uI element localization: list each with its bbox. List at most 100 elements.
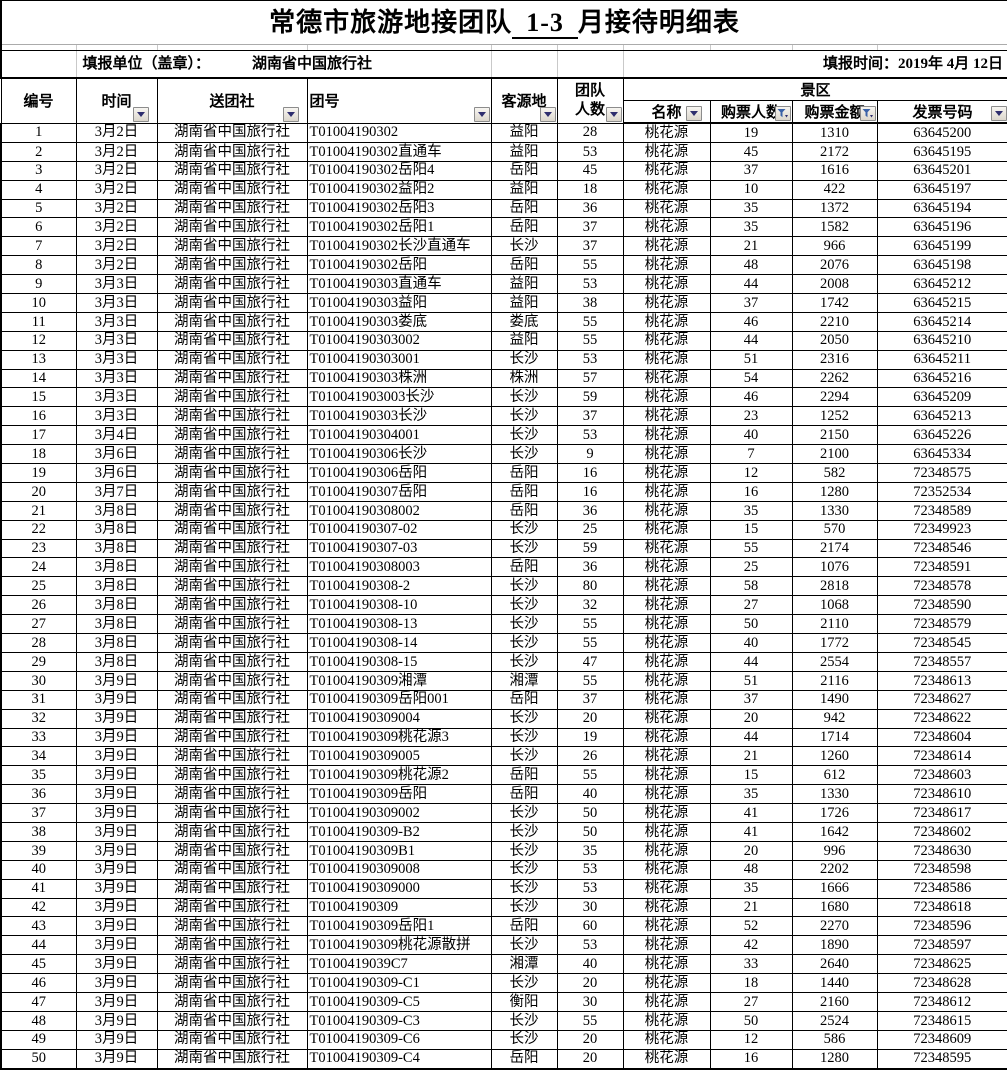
column-header-ticket-count: 购票人数 bbox=[709, 100, 793, 124]
cell-agency: 湖南省中国旅行社 bbox=[156, 991, 308, 1012]
cell-invoice-no: 72348586 bbox=[876, 878, 1007, 899]
cell-source: 长沙 bbox=[490, 878, 558, 899]
cell-scenic-name: 桃花源 bbox=[622, 406, 711, 427]
cell-source: 岳阳 bbox=[490, 557, 558, 578]
filter-dropdown-icon[interactable] bbox=[990, 106, 1007, 121]
cell-ticket-amount: 2172 bbox=[791, 141, 878, 162]
cell-date: 3月9日 bbox=[75, 708, 158, 729]
cell-invoice-no: 72348545 bbox=[876, 633, 1007, 653]
cell-invoice-no: 63645210 bbox=[876, 330, 1007, 351]
cell-row-index: 35 bbox=[0, 765, 77, 786]
cell-date: 3月8日 bbox=[75, 519, 158, 540]
cell-row-index: 38 bbox=[0, 821, 77, 842]
cell-ticket-count: 35 bbox=[709, 784, 793, 805]
cell-source: 娄底 bbox=[490, 311, 558, 332]
cell-source: 长沙 bbox=[490, 973, 558, 993]
cell-date: 3月3日 bbox=[75, 387, 158, 408]
cell-ticket-count: 20 bbox=[709, 840, 793, 861]
table-row: 12 3月3日 湖南省中国旅行社 T01004190303002 益阳 55 桃花源 44 20… bbox=[0, 330, 1007, 351]
table-row: 2 3月2日 湖南省中国旅行社 T01004190302直通车 益阳 53 桃花源 45 217… bbox=[0, 141, 1007, 162]
cell-invoice-no: 72348596 bbox=[876, 916, 1007, 937]
cell-source: 长沙 bbox=[490, 236, 558, 257]
column-header-team-size: 团队 人数 bbox=[556, 77, 624, 124]
cell-agency: 湖南省中国旅行社 bbox=[156, 236, 308, 257]
filter-dropdown-icon[interactable] bbox=[473, 106, 490, 122]
cell-ticket-amount: 1890 bbox=[791, 935, 878, 956]
cell-row-index: 11 bbox=[0, 311, 77, 332]
cell-group-no: T01004190304001 bbox=[306, 425, 492, 446]
cell-source: 岳阳 bbox=[490, 784, 558, 805]
meta-empty-cell bbox=[556, 50, 624, 79]
cell-invoice-no: 72348591 bbox=[876, 557, 1007, 578]
cell-agency: 湖南省中国旅行社 bbox=[156, 651, 308, 672]
cell-date: 3月6日 bbox=[75, 444, 158, 465]
column-header-agency: 送团社 bbox=[156, 77, 308, 124]
cell-invoice-no: 72348628 bbox=[876, 973, 1007, 993]
cell-group-no: T01004190309桃花源2 bbox=[306, 765, 492, 786]
cell-ticket-amount: 2150 bbox=[791, 425, 878, 446]
cell-invoice-no: 72348603 bbox=[876, 765, 1007, 786]
title-suffix: 月接待明细表 bbox=[577, 7, 740, 37]
cell-row-index: 16 bbox=[0, 406, 77, 427]
cell-ticket-count: 52 bbox=[709, 916, 793, 937]
cell-team-size: 59 bbox=[556, 387, 624, 408]
cell-agency: 湖南省中国旅行社 bbox=[156, 765, 308, 786]
cell-agency: 湖南省中国旅行社 bbox=[156, 557, 308, 578]
filter-dropdown-icon[interactable] bbox=[685, 106, 702, 121]
cell-team-size: 35 bbox=[556, 840, 624, 861]
cell-agency: 湖南省中国旅行社 bbox=[156, 973, 308, 993]
cell-group-no: T01004190303001 bbox=[306, 349, 492, 370]
active-filter-funnel-icon[interactable] bbox=[774, 106, 791, 121]
header-row-2: 名称 购票人数 购票金额 发票号码 bbox=[1, 100, 1007, 124]
cell-team-size: 40 bbox=[556, 954, 624, 975]
cell-scenic-name: 桃花源 bbox=[622, 614, 711, 635]
cell-row-index: 28 bbox=[0, 633, 77, 653]
filter-dropdown-icon[interactable] bbox=[605, 106, 622, 122]
cell-invoice-no: 63645211 bbox=[876, 349, 1007, 370]
active-filter-funnel-icon[interactable] bbox=[859, 106, 876, 121]
cell-date: 3月9日 bbox=[75, 916, 158, 937]
filter-dropdown-icon[interactable] bbox=[539, 106, 556, 122]
filter-dropdown-icon[interactable] bbox=[132, 106, 149, 122]
table-row: 16 3月3日 湖南省中国旅行社 T01004190303长沙 长沙 37 桃花源 23 125… bbox=[0, 406, 1007, 427]
cell-row-index: 25 bbox=[0, 576, 77, 597]
cell-group-no: T01004190309-C5 bbox=[306, 991, 492, 1012]
cell-invoice-no: 72348546 bbox=[876, 538, 1007, 559]
cell-ticket-count: 44 bbox=[709, 330, 793, 351]
table-row: 41 3月9日 湖南省中国旅行社 T01004190309000 长沙 53 桃花源 35 16… bbox=[0, 878, 1007, 899]
cell-source: 长沙 bbox=[490, 425, 558, 446]
cell-row-index: 13 bbox=[0, 349, 77, 370]
cell-source: 岳阳 bbox=[490, 463, 558, 483]
cell-scenic-name: 桃花源 bbox=[622, 595, 711, 616]
table-row: 32 3月9日 湖南省中国旅行社 T01004190309004 长沙 20 桃花源 20 94… bbox=[0, 708, 1007, 729]
column-header-invoice-no: 发票号码 bbox=[876, 100, 1007, 124]
cell-group-no: T01004190302岳阳1 bbox=[306, 217, 492, 238]
cell-group-no: T01004190302长沙直通车 bbox=[306, 236, 492, 257]
cell-row-index: 27 bbox=[0, 614, 77, 635]
cell-team-size: 16 bbox=[556, 463, 624, 483]
cell-group-no: T01004190302岳阳4 bbox=[306, 160, 492, 181]
cell-ticket-amount: 2524 bbox=[791, 1010, 878, 1031]
cell-team-size: 26 bbox=[556, 746, 624, 767]
cell-row-index: 20 bbox=[0, 481, 77, 502]
cell-agency: 湖南省中国旅行社 bbox=[156, 349, 308, 370]
cell-ticket-amount: 582 bbox=[791, 463, 878, 483]
cell-group-no: T01004190308002 bbox=[306, 500, 492, 521]
cell-date: 3月9日 bbox=[75, 746, 158, 767]
cell-team-size: 55 bbox=[556, 765, 624, 786]
cell-source: 益阳 bbox=[490, 179, 558, 200]
cell-row-index: 31 bbox=[0, 689, 77, 710]
cell-row-index: 24 bbox=[0, 557, 77, 578]
filter-dropdown-icon[interactable] bbox=[282, 106, 299, 122]
cell-date: 3月9日 bbox=[75, 935, 158, 956]
cell-agency: 湖南省中国旅行社 bbox=[156, 255, 308, 276]
cell-date: 3月9日 bbox=[75, 689, 158, 710]
table-row: 21 3月8日 湖南省中国旅行社 T01004190308002 岳阳 36 桃花源 35 13… bbox=[0, 500, 1007, 521]
cell-group-no: T01004190309004 bbox=[306, 708, 492, 729]
table-row: 22 3月8日 湖南省中国旅行社 T01004190307-02 长沙 25 桃花源 15 57… bbox=[0, 519, 1007, 540]
cell-date: 3月8日 bbox=[75, 538, 158, 559]
cell-source: 岳阳 bbox=[490, 217, 558, 238]
cell-invoice-no: 72348617 bbox=[876, 803, 1007, 823]
cell-date: 3月8日 bbox=[75, 651, 158, 672]
cell-team-size: 60 bbox=[556, 916, 624, 937]
